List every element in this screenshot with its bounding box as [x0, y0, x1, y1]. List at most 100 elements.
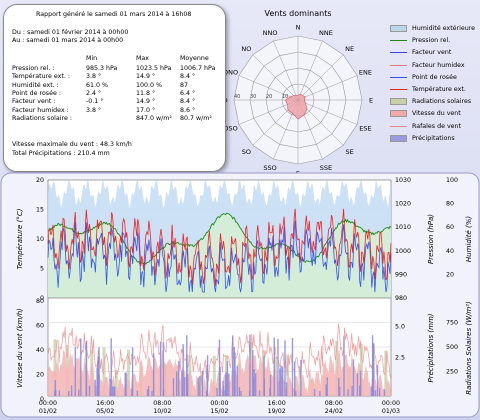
temperature-tick: 10: [36, 236, 44, 243]
report-row-min: 3.8 °: [86, 106, 102, 114]
rain-bar: [201, 370, 204, 396]
pressure-tick: 990: [395, 271, 407, 278]
humidity-tick: 80: [446, 201, 454, 208]
solar-bar: [384, 350, 388, 396]
rain-bar: [238, 387, 241, 396]
col-header-min: Min: [86, 55, 98, 62]
wind-direction-label: NNO: [263, 29, 278, 37]
solar-bar: [127, 349, 130, 396]
rain-bar: [372, 343, 375, 396]
report-row-avg: 87: [180, 81, 189, 89]
report-row-min: 2.4 °: [86, 89, 102, 97]
legend-label: Humidité extérieure: [412, 25, 476, 32]
col-header-avg: Moyenne: [180, 55, 209, 62]
legend-line: [390, 76, 407, 78]
solar-bar: [359, 343, 363, 396]
temperature-tick: 0: [40, 295, 44, 302]
report-row-max: 100.0 %: [136, 81, 163, 89]
rain-bar: [291, 338, 294, 396]
dewpoint-line: [47, 220, 392, 293]
bottom-ylabel-solar: Radiations Solaires (W/m²): [465, 301, 473, 395]
rain-bar: [285, 382, 288, 396]
wind-direction-label: E: [369, 97, 373, 105]
x-time-label: 08:00: [325, 400, 343, 407]
wind-direction-label: NNE: [319, 29, 333, 37]
wind-rose-chart: Vents dominants 10 20 30 40 N NNE NE ENE E ESE SE S…: [226, 9, 373, 176]
solar-tick: 750: [446, 320, 458, 327]
legend-label: Facteur vent: [412, 49, 452, 57]
report-row-label: Point de rosée :: [12, 89, 61, 97]
rain-bar: [146, 389, 149, 396]
rain-bar: [153, 353, 155, 396]
pressure-tick: 1000: [395, 248, 411, 255]
rain-bar: [232, 335, 234, 396]
rain-bar: [249, 334, 251, 396]
report-row-avg: 8.6 °: [180, 106, 196, 114]
x-date-label: 01/02: [39, 408, 57, 415]
rain-bar: [376, 365, 379, 396]
rain-bar: [85, 342, 87, 396]
legend-item: Facteur humidex: [390, 61, 478, 70]
report-row-avg: 80.7 w/m²: [180, 114, 212, 122]
report-row-min: 985.3 hPa: [86, 65, 118, 72]
rain-bar: [197, 377, 199, 396]
legend-label: Vitesse du vent: [412, 110, 461, 118]
rain-bar: [325, 384, 327, 396]
legend-swatch: [390, 110, 407, 118]
wind-rose-ring-label: 40: [234, 94, 240, 100]
report-row-label: Pression rel. :: [12, 65, 55, 72]
rain-bar: [258, 390, 261, 396]
pressure-tick: 980: [395, 295, 407, 302]
rain-bar: [74, 346, 76, 396]
rain-bar: [282, 366, 284, 396]
rain-tick: 5.0: [395, 324, 405, 331]
rain-bar: [131, 388, 133, 396]
x-time-label: 16:00: [96, 400, 114, 407]
rain-bar: [240, 391, 242, 396]
top-ylabel-pressure: Pression (hPa): [427, 214, 435, 264]
humidity-tick: 20: [446, 271, 454, 278]
report-row-avg: 1006.7 hPa: [180, 65, 216, 72]
rain-bar: [273, 337, 275, 396]
top-ylabel-left: Température (°C): [16, 208, 24, 269]
x-time-label: 00:00: [382, 400, 400, 407]
legend-item: Rafales de vent: [390, 122, 478, 131]
rain-bar: [225, 372, 227, 396]
x-time-label: 00:00: [39, 400, 57, 407]
report-row-avg: 8.4 °: [180, 98, 196, 106]
rain-bar: [351, 385, 353, 396]
legend-label: Pression rel.: [412, 37, 451, 45]
legend-line: [390, 52, 407, 54]
rain-bar: [114, 386, 116, 396]
wind-rose-spoke: [297, 75, 358, 101]
temperature-line: [47, 208, 392, 287]
rain-bar: [224, 390, 226, 396]
rain-bar: [58, 390, 61, 396]
wind-direction-label: ENE: [359, 69, 372, 77]
x-date-label: 01/03: [382, 408, 400, 415]
wind-tick: 20: [36, 372, 44, 379]
wind-direction-label: NO: [241, 45, 251, 53]
pressure-tick: 1020: [395, 201, 411, 208]
wind-direction-label: SO: [242, 148, 251, 156]
rain-bar: [280, 365, 282, 396]
rain-bar: [124, 372, 126, 396]
rain-bar: [248, 390, 251, 396]
report-row-max: 14.9 °: [136, 73, 156, 81]
rain-bar: [199, 376, 201, 396]
rain-bars: [54, 334, 386, 396]
report-row-label: Facteur humidex :: [12, 106, 69, 114]
wind-direction-label: NE: [345, 45, 354, 53]
wind-rose-spoke: [297, 54, 344, 101]
report-row-min: 61.0 %: [86, 81, 109, 89]
legend-swatch: [390, 25, 407, 32]
pressure-line: [47, 212, 392, 265]
rain-bar: [284, 340, 286, 396]
legend-label: Rafales de vent: [412, 122, 462, 130]
legend-label: Précipitations: [412, 134, 455, 142]
rain-bar: [111, 386, 114, 396]
rain-bar: [359, 370, 362, 396]
top-ylabel-humidity: Humidité (%): [465, 216, 473, 263]
solar-tick: 250: [446, 369, 458, 376]
rain-bar: [98, 347, 100, 396]
